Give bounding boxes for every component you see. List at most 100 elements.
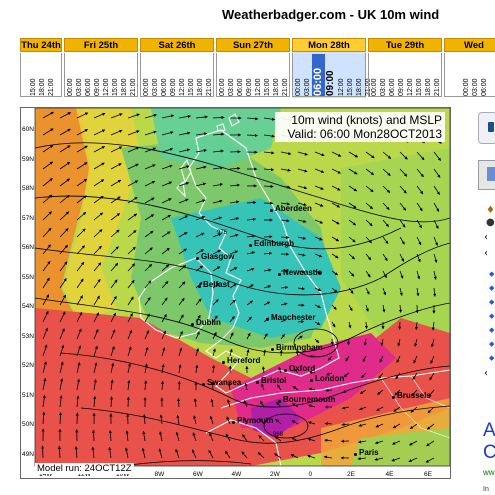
forecast-hour-link[interactable]: 09:00: [246, 78, 253, 96]
forecast-hour-link[interactable]: 06:00: [389, 78, 396, 96]
forecast-hour-link[interactable]: 18:00: [273, 78, 280, 96]
forecast-hour-link[interactable]: 12:00: [407, 78, 414, 96]
ad-headline[interactable]: A C: [483, 420, 495, 463]
forecast-hour-link[interactable]: 18:00: [197, 78, 204, 96]
wind-arrow: [212, 216, 223, 221]
day-header[interactable]: Fri 25th: [64, 38, 138, 52]
wind-arrow: [414, 338, 418, 347]
forecast-hour-link[interactable]: 09:00: [94, 78, 101, 96]
wind-arrow: [433, 287, 437, 297]
forecast-hour-link[interactable]: 03:00: [304, 78, 311, 96]
forecast-hour-link[interactable]: 15:00: [416, 78, 423, 96]
forecast-hour-link[interactable]: 21:00: [206, 78, 213, 96]
wind-arrow: [160, 380, 165, 391]
forecast-hour-link[interactable]: 21:00: [47, 78, 55, 96]
wind-arrow: [292, 403, 299, 408]
day-header[interactable]: Wed: [444, 38, 495, 52]
forecast-hour-link[interactable]: 18:00: [38, 78, 46, 96]
forecast-hour-link[interactable]: 12:00: [338, 78, 345, 96]
forecast-timeline: Thu 24th 15:00 18:00 21:00 Fri 25th 00:00 03:0…: [20, 38, 495, 98]
forecast-hour-link[interactable]: 06:00: [161, 78, 168, 96]
wind-arrow: [195, 165, 207, 170]
day-header[interactable]: Sun 27th: [216, 38, 290, 52]
wind-arrow: [76, 395, 80, 408]
forecast-hour-link[interactable]: 18:00: [356, 78, 363, 96]
forecast-hour-link[interactable]: 21:00: [130, 78, 137, 96]
forecast-hour-link[interactable]: 03:00: [471, 78, 479, 96]
wind-arrow: [257, 452, 265, 459]
sidebar-widget-box[interactable]: [478, 160, 495, 190]
wind-arrow: [158, 448, 163, 459]
wind-arrow: [59, 294, 66, 306]
bullet-icon-4: ◆: [489, 312, 495, 320]
longitude-label: 2E: [347, 471, 355, 478]
wind-arrow: [246, 349, 250, 357]
day-header[interactable]: Mon 28th: [292, 38, 366, 52]
forecast-hour-link[interactable]: 06:00: [312, 54, 325, 96]
forecast-hour-link[interactable]: 00:00: [295, 78, 302, 96]
forecast-hour-link[interactable]: 12:00: [103, 78, 110, 96]
forecast-hour-link[interactable]: 09:00: [170, 78, 177, 96]
forecast-hour-link[interactable]: 15:00: [29, 78, 37, 96]
forecast-hour-link[interactable]: 00:00: [371, 78, 378, 96]
wind-arrow: [76, 195, 87, 204]
forecast-hour-link[interactable]: 18:00: [121, 78, 128, 96]
forecast-hour-link[interactable]: 00:00: [462, 78, 470, 96]
sidebar-share-button[interactable]: [478, 112, 495, 144]
wind-arrow: [59, 311, 66, 323]
wind-arrow: [297, 253, 306, 257]
wind-arrow: [195, 149, 208, 153]
forecast-hour-link[interactable]: 09:00: [398, 78, 405, 96]
wind-arrow: [280, 318, 287, 323]
day-header[interactable]: Sat 26th: [140, 38, 214, 52]
forecast-hour-link[interactable]: 15:00: [264, 78, 271, 96]
chevron-icon-1[interactable]: ‹: [484, 232, 488, 243]
forecast-hour-link[interactable]: 06:00: [237, 78, 244, 96]
wind-arrow: [325, 388, 333, 392]
forecast-hour-link[interactable]: 21:00: [282, 78, 289, 96]
day-column: Sat 26th 00:00 03:00 06:00 09:00 12:00 15:00 18…: [140, 38, 214, 98]
forecast-hour-link[interactable]: 03:00: [380, 78, 387, 96]
wind-arrow: [110, 312, 116, 323]
chevron-icon-2[interactable]: ‹: [484, 248, 488, 259]
forecast-hour-link[interactable]: 09:00: [325, 70, 336, 96]
wind-arrow: [433, 202, 440, 212]
right-sidebar-partial: ♦ ● ‹ ‹ ◆ ◆ ◆ ◆ ◆ ◆ ◆ ‹: [478, 100, 495, 495]
wind-arrow: [412, 372, 418, 380]
forecast-hour-link[interactable]: 15:00: [347, 78, 354, 96]
wind-arrow: [110, 179, 122, 187]
wind-arrow: [297, 320, 305, 324]
wind-arrow: [93, 129, 106, 136]
forecast-hour-link[interactable]: 15:00: [112, 78, 119, 96]
forecast-hour-link[interactable]: 21:00: [434, 78, 441, 96]
wind-arrow: [76, 178, 88, 187]
wind-arrow: [297, 151, 309, 156]
forecast-hour-link[interactable]: 00:00: [67, 78, 74, 96]
forecast-hour-link[interactable]: 12:00: [179, 78, 186, 96]
wind-arrow: [161, 330, 166, 340]
forecast-hour-link[interactable]: 18:00: [425, 78, 432, 96]
forecast-hour-link[interactable]: 06:00: [480, 78, 488, 96]
wind-arrow: [161, 363, 165, 374]
chevron-icon-3[interactable]: ‹: [484, 368, 488, 379]
wind-arrow: [212, 348, 216, 357]
wind-arrow: [416, 202, 423, 212]
wind-arrow: [212, 282, 220, 289]
wind-field-cyan-centre: [171, 198, 341, 338]
day-header[interactable]: Tue 29th: [368, 38, 442, 52]
forecast-hour-link[interactable]: 03:00: [152, 78, 159, 96]
forecast-hour-link[interactable]: 00:00: [143, 78, 150, 96]
forecast-hour-link[interactable]: 06:00: [85, 78, 92, 96]
wind-arrow: [308, 404, 316, 408]
wind-arrow: [348, 219, 357, 226]
model-run-label: Model run: 24OCT12Z: [35, 463, 134, 474]
forecast-hour-link[interactable]: 00:00: [219, 78, 226, 96]
wind-arrow: [161, 264, 170, 272]
forecast-hour-link[interactable]: 03:00: [76, 78, 83, 96]
day-header[interactable]: Thu 24th: [20, 38, 62, 52]
ad-url[interactable]: ww: [483, 468, 495, 477]
wind-arrow: [229, 332, 234, 340]
forecast-hour-link[interactable]: 15:00: [188, 78, 195, 96]
forecast-hour-link[interactable]: 12:00: [255, 78, 262, 96]
forecast-hour-link[interactable]: 03:00: [228, 78, 235, 96]
